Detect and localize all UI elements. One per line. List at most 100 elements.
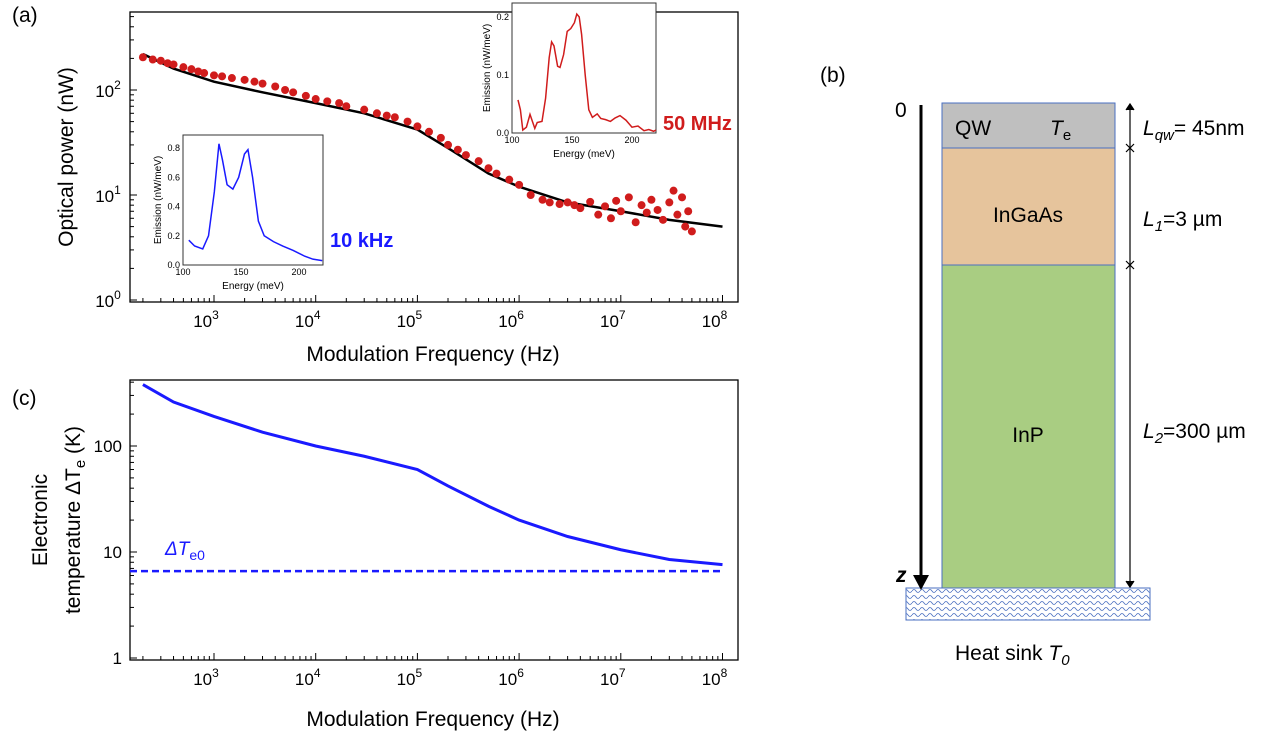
data-point (218, 72, 227, 81)
data-point (258, 79, 267, 88)
inset-y-tick-label: 0.4 (167, 202, 180, 212)
y-tick-label: 100 (94, 437, 122, 456)
insets: 100 150 200 0.0 0.2 0.4 0.6 0.8 Energy (meV) Emis… (153, 2, 657, 292)
y-tick-label: 100 (95, 288, 121, 311)
tick-exp: 4 (314, 666, 321, 680)
inset-label-10khz: 10 kHz (330, 230, 393, 252)
data-point (492, 169, 501, 178)
tick-base: 10 (397, 670, 416, 689)
data-points (138, 53, 696, 236)
data-point (665, 198, 674, 207)
layer-qw-label: QW (955, 117, 991, 140)
data-point (179, 63, 188, 72)
arrow-head-icon (913, 575, 929, 590)
data-point (570, 201, 579, 210)
data-point (601, 202, 610, 211)
data-point (342, 102, 351, 111)
data-point (526, 191, 535, 199)
data-point (281, 86, 290, 94)
data-point (413, 122, 422, 131)
data-point (653, 205, 662, 214)
data-point (323, 97, 332, 106)
inset-y-tick-label: 0.0 (496, 128, 509, 138)
fit-line (142, 52, 723, 228)
tick-exp: 4 (314, 308, 321, 322)
tick-exp: 7 (619, 666, 626, 680)
dashed-line-label: ΔTe0 (164, 539, 205, 563)
tick-exp: 6 (517, 666, 524, 680)
inset-x-tick-label: 200 (291, 267, 306, 277)
tick-base: 10 (295, 312, 314, 331)
tick-base: 10 (498, 312, 517, 331)
heat-sink (905, 587, 1151, 621)
data-point (271, 82, 280, 91)
tick-exp: 8 (721, 666, 728, 680)
data-point (200, 69, 209, 78)
inset-y-label: Emission (nW/meV) (482, 24, 493, 112)
data-point (505, 175, 514, 184)
data-point (555, 200, 564, 209)
x-tick-label: 107 (600, 666, 626, 689)
y-tick-label: 101 (95, 183, 121, 206)
inset-y-tick-label: 0.6 (167, 172, 180, 182)
data-point (301, 91, 310, 100)
data-point (669, 186, 678, 195)
tick-base: 10 (600, 312, 619, 331)
data-point (148, 55, 157, 64)
data-point (681, 222, 690, 231)
data-point (360, 105, 369, 114)
fit-curve (142, 52, 723, 228)
heat-sink-label: Heat sink T0 (955, 642, 1070, 669)
inset-x-tick-label: 100 (175, 267, 190, 277)
data-point (424, 127, 433, 136)
data-point (586, 197, 595, 206)
data-point (642, 208, 651, 217)
inset-y-tick-label: 0.8 (167, 143, 180, 153)
data-point (289, 88, 298, 97)
data-point (673, 210, 682, 219)
tick-exp: 5 (416, 308, 423, 322)
data-point (474, 157, 483, 166)
x-axis-label-a: Modulation Frequency (Hz) (306, 343, 559, 366)
y-tick-label: 102 (95, 78, 121, 101)
temperature-curve (130, 383, 724, 573)
inset-spectrum (517, 12, 657, 133)
tick-exp: 5 (416, 666, 423, 680)
data-point (311, 95, 320, 104)
data-point (461, 151, 470, 160)
data-point (659, 215, 668, 224)
data-point (390, 113, 399, 122)
tick-base: 10 (600, 670, 619, 689)
inset-label-50mhz: 50 MHz (663, 113, 732, 135)
tick-base: 10 (193, 312, 212, 331)
data-point (612, 196, 621, 205)
data-point (563, 198, 572, 207)
tick-base: 10 (95, 82, 114, 101)
data-point (436, 133, 445, 142)
inset-x-tick-label: 200 (624, 135, 639, 145)
plot-c-frame (129, 379, 739, 661)
data-point (484, 164, 493, 173)
z-axis-label: z (895, 564, 907, 587)
tick-base: 10 (95, 187, 114, 206)
y-tick-label: 1 (113, 649, 122, 668)
x-tick-label: 104 (295, 666, 321, 689)
data-point (444, 140, 453, 149)
x-tick-label: 103 (193, 308, 219, 331)
tick-exp: 0 (114, 288, 121, 302)
data-point (647, 195, 656, 204)
x-axis-label-c: Modulation Frequency (Hz) (306, 708, 559, 731)
data-point (576, 204, 585, 213)
data-point (403, 117, 412, 126)
dim-ingaas: L1=3 µm (1143, 208, 1222, 235)
panel-label-c: (c) (12, 387, 37, 410)
layer-inp (941, 264, 1116, 589)
layer-qw (941, 102, 1116, 149)
dimension-lines (1125, 102, 1135, 589)
layer-ingaas (941, 147, 1116, 266)
data-point (453, 145, 462, 154)
inset-y-label: Emission (nW/meV) (153, 156, 164, 244)
data-point (335, 99, 344, 108)
